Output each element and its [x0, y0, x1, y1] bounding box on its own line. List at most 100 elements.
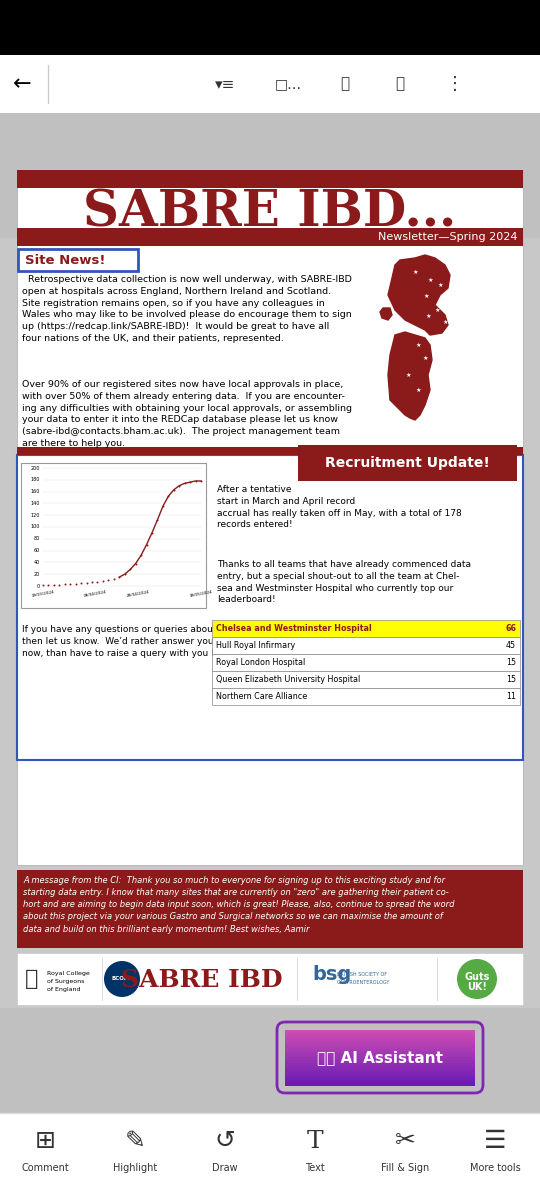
Text: Fill & Sign: Fill & Sign — [381, 1163, 429, 1174]
Circle shape — [457, 959, 497, 998]
Bar — [0, 55, 540, 113]
FancyBboxPatch shape — [285, 1068, 475, 1073]
Text: 🔍: 🔍 — [340, 77, 349, 91]
Text: ★: ★ — [415, 388, 421, 392]
Text: Highlight: Highlight — [113, 1163, 157, 1174]
Point — [44, 576, 53, 595]
Point — [66, 575, 75, 594]
Bar — [17, 455, 523, 760]
Text: ⭠: ⭠ — [395, 77, 404, 91]
Text: ⋮: ⋮ — [446, 74, 464, 92]
Text: ♗: ♗ — [249, 199, 261, 212]
Point — [180, 474, 189, 493]
Point — [82, 574, 91, 593]
Point — [191, 472, 200, 491]
Point — [175, 476, 184, 496]
Text: ★: ★ — [412, 270, 418, 275]
FancyBboxPatch shape — [285, 1066, 475, 1069]
Text: A message from the CI:  Thank you so much to everyone for signing up to this exc: A message from the CI: Thank you so much… — [23, 876, 455, 934]
Bar — [0, 1114, 540, 1200]
Text: SABRE IBD: SABRE IBD — [122, 968, 283, 992]
Text: 66: 66 — [505, 624, 516, 634]
Text: UK!: UK! — [467, 982, 487, 992]
Text: Over 90% of our registered sites now have local approvals in place,
with over 50: Over 90% of our registered sites now hav… — [22, 380, 352, 448]
Point — [147, 523, 156, 542]
Text: Retrospective data collection is now well underway, with SABRE-IBD
open at hospi: Retrospective data collection is now wel… — [22, 275, 352, 343]
Bar — [0, 113, 540, 238]
Text: 19/03/2024: 19/03/2024 — [31, 590, 55, 598]
Text: bsg: bsg — [312, 966, 351, 984]
Bar — [0, 1008, 540, 1114]
Bar — [212, 654, 520, 671]
FancyBboxPatch shape — [285, 1030, 475, 1033]
Text: 180: 180 — [31, 478, 40, 482]
FancyBboxPatch shape — [285, 1052, 475, 1056]
FancyBboxPatch shape — [285, 1082, 475, 1086]
Text: 120: 120 — [31, 512, 40, 517]
FancyBboxPatch shape — [285, 1038, 475, 1042]
Point — [110, 569, 118, 588]
Point — [131, 554, 140, 574]
FancyBboxPatch shape — [285, 1057, 475, 1061]
Text: GASTROENTEROLOGY: GASTROENTEROLOGY — [337, 980, 390, 985]
Text: ★: ★ — [442, 298, 448, 302]
Bar — [21, 463, 206, 608]
Text: 20: 20 — [33, 571, 40, 577]
Text: ▾≡: ▾≡ — [215, 77, 235, 91]
FancyBboxPatch shape — [285, 1036, 475, 1039]
Point — [186, 473, 194, 492]
Text: 160: 160 — [31, 490, 40, 494]
Text: Hull Royal Infirmary: Hull Royal Infirmary — [216, 641, 295, 650]
FancyBboxPatch shape — [285, 1044, 475, 1048]
Text: 40: 40 — [33, 560, 40, 565]
Text: 0: 0 — [37, 583, 40, 588]
Text: ★: ★ — [427, 277, 433, 282]
Point — [164, 487, 173, 506]
Point — [126, 560, 134, 580]
FancyBboxPatch shape — [285, 1072, 475, 1075]
Text: 💬✨ AI Assistant: 💬✨ AI Assistant — [317, 1050, 443, 1066]
Text: ★: ★ — [434, 307, 440, 312]
Point — [142, 535, 151, 554]
Text: 45: 45 — [506, 641, 516, 650]
Text: 08/04/2024: 08/04/2024 — [83, 590, 107, 598]
Text: 28/04/2024: 28/04/2024 — [126, 590, 150, 598]
Text: 100: 100 — [31, 524, 40, 529]
Text: 11: 11 — [506, 692, 516, 701]
Polygon shape — [388, 332, 432, 420]
Circle shape — [104, 961, 140, 997]
Bar — [17, 953, 523, 1006]
Point — [71, 574, 80, 593]
Text: Chelsea and Westminster Hospital: Chelsea and Westminster Hospital — [216, 624, 372, 634]
Text: of England: of England — [47, 986, 80, 991]
Point — [50, 575, 58, 594]
Text: ✎: ✎ — [125, 1129, 145, 1153]
Text: BCOPS: BCOPS — [112, 977, 132, 982]
Text: 200: 200 — [31, 466, 40, 470]
Bar — [212, 688, 520, 704]
Polygon shape — [380, 308, 392, 320]
FancyBboxPatch shape — [285, 1049, 475, 1054]
Point — [120, 565, 129, 584]
Text: ⊞: ⊞ — [35, 1129, 56, 1153]
Text: 140: 140 — [31, 500, 40, 506]
Text: ★: ★ — [415, 342, 421, 348]
FancyBboxPatch shape — [285, 1046, 475, 1050]
Polygon shape — [388, 254, 450, 335]
Text: ★: ★ — [423, 294, 429, 299]
Text: 80: 80 — [33, 536, 40, 541]
Bar — [17, 228, 523, 246]
Text: BRITISH SOCIETY OF: BRITISH SOCIETY OF — [337, 972, 387, 978]
Text: Royal College: Royal College — [47, 971, 90, 976]
Point — [159, 497, 167, 516]
Text: 15: 15 — [506, 658, 516, 667]
Text: Royal London Hospital: Royal London Hospital — [216, 658, 305, 667]
FancyBboxPatch shape — [285, 1076, 475, 1080]
Text: ★: ★ — [425, 313, 431, 318]
Text: ✂: ✂ — [395, 1129, 415, 1153]
FancyBboxPatch shape — [18, 248, 138, 271]
Point — [87, 572, 96, 592]
Point — [197, 472, 205, 491]
Text: 60: 60 — [33, 548, 40, 553]
Bar — [212, 671, 520, 688]
